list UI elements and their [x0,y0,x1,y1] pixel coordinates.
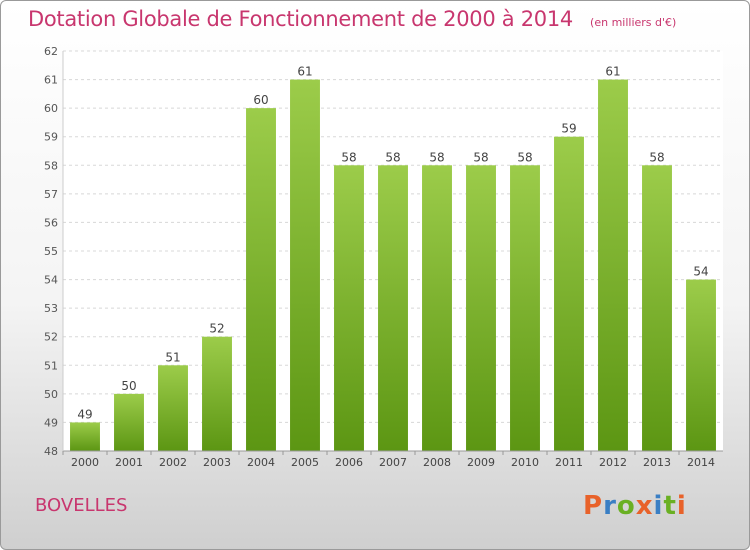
x-tick-label-2002: 2002 [159,456,187,469]
x-tick-label-2008: 2008 [423,456,451,469]
data-label-2002: 51 [165,350,180,364]
data-label-2007: 58 [385,150,400,164]
data-label-2011: 59 [561,122,576,136]
logo-letter: r [603,491,617,521]
data-label-2009: 58 [473,150,488,164]
data-label-2005: 61 [297,65,312,79]
x-tick-label-2012: 2012 [599,456,627,469]
bar-2002 [158,365,188,451]
data-label-2000: 49 [77,407,92,421]
y-tick-label: 54 [44,274,58,287]
bar-2011 [554,136,584,451]
logo-letter: x [635,491,654,521]
x-tick-label-2007: 2007 [379,456,407,469]
data-label-2006: 58 [341,150,356,164]
bar-2003 [202,336,232,451]
logo-letter: i [676,491,687,521]
x-tick-label-2014: 2014 [687,456,715,469]
y-tick-label: 57 [44,188,58,201]
data-label-2004: 60 [253,93,268,107]
y-tick-label: 50 [44,388,58,401]
data-label-2013: 58 [649,150,664,164]
x-tick-label-2000: 2000 [71,456,99,469]
y-tick-label: 48 [44,445,58,458]
data-label-2010: 58 [517,150,532,164]
y-tick-label: 55 [44,245,58,258]
bar-2000 [70,422,100,451]
x-tick-label-2003: 2003 [203,456,231,469]
bar-2012 [598,79,628,452]
x-tick-label-2006: 2006 [335,456,363,469]
data-labels: 49 50 51 52 60 61 58 58 58 58 58 59 61 58 54 [77,65,708,422]
logo-letter: P [583,491,604,521]
y-tick-label: 59 [44,131,58,144]
y-tick-label: 60 [44,102,58,115]
bar-2007 [378,165,408,452]
bar-2013 [642,165,672,452]
y-tick-label: 53 [44,302,58,315]
y-tick-label: 58 [44,159,58,172]
data-label-2008: 58 [429,150,444,164]
proxiti-logo: Proxiti [583,491,687,521]
y-axis-ticks: 48 49 50 51 52 53 54 55 56 57 58 59 60 61 62 [44,45,58,458]
x-tick-label-2001: 2001 [115,456,143,469]
y-tick-label: 56 [44,216,58,229]
x-tick-label-2004: 2004 [247,456,275,469]
y-tick-label: 49 [44,416,58,429]
bar-2014 [686,279,716,451]
data-label-2001: 50 [121,379,136,393]
bar-2009 [466,165,496,452]
bars [70,79,716,452]
bar-2001 [114,393,144,451]
data-label-2014: 54 [693,265,708,279]
logo-letter: o [616,491,636,521]
data-label-2003: 52 [209,322,224,336]
bar-2008 [422,165,452,452]
logo-letter: t [663,491,677,521]
y-tick-label: 51 [44,359,58,372]
bar-2006 [334,165,364,452]
logo-letter: i [653,491,664,521]
y-tick-label: 61 [44,74,58,87]
x-tick-label-2009: 2009 [467,456,495,469]
x-tick-label-2013: 2013 [643,456,671,469]
chart-title: Dotation Globale de Fonctionnement de 20… [28,7,573,31]
title-row: Dotation Globale de Fonctionnement de 20… [28,7,676,31]
bar-2010 [510,165,540,452]
x-tick-label-2010: 2010 [511,456,539,469]
x-tick-label-2005: 2005 [291,456,319,469]
commune-name: BOVELLES [35,495,128,516]
chart-unit: (en milliers d'€) [590,16,677,29]
data-label-2012: 61 [605,65,620,79]
y-tick-label: 52 [44,331,58,344]
x-tick-label-2011: 2011 [555,456,583,469]
y-tick-label: 62 [44,45,58,58]
bar-2004 [246,108,276,452]
bar-2005 [290,79,320,452]
x-axis-ticks: 2000 2001 2002 2003 2004 2005 2006 2007 2008 2009… [62,451,715,469]
